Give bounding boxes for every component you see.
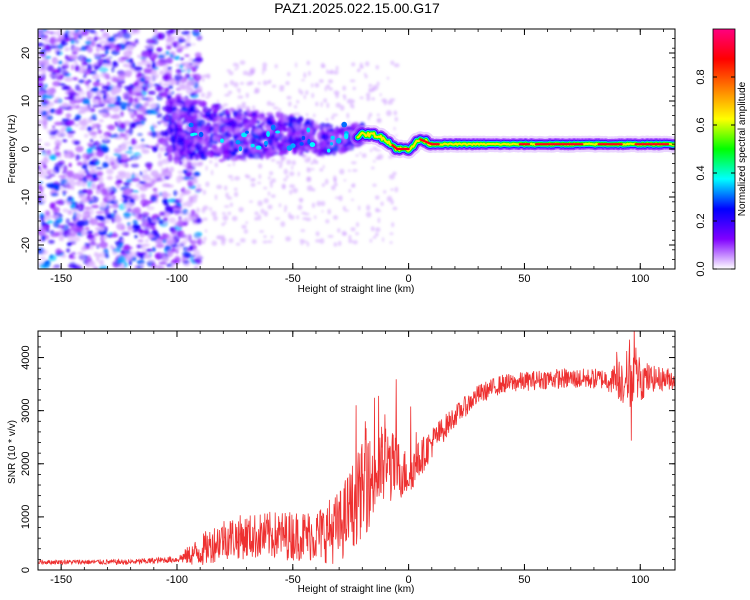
colorbar-tick-label: 0.2: [695, 213, 707, 228]
colorbar-gradient: [712, 28, 736, 270]
y-tick-label: -10: [20, 189, 32, 205]
y-tick-label: 20: [20, 47, 32, 59]
snr-marks: [38, 331, 675, 566]
snr-series-line: [38, 331, 675, 566]
main-title: PAZ1.2025.022.15.00.G17: [274, 0, 440, 16]
x-tick-label: -100: [166, 273, 188, 285]
colorbar-tick-label: 0.6: [695, 117, 707, 132]
x-tick-label: 100: [631, 574, 649, 586]
x-tick-label: -50: [285, 273, 301, 285]
y-tick-label: 1000: [20, 505, 32, 529]
y-tick-label: 0: [20, 567, 32, 573]
y-tick-label: 3000: [20, 398, 32, 422]
x-tick-label: -150: [50, 574, 72, 586]
spectrogram-marks: [38, 29, 675, 269]
x-tick-label: 100: [631, 273, 649, 285]
colorbar-tick-label: 0.0: [695, 261, 707, 276]
snr-frame: [37, 330, 676, 571]
colorbar-tick-label: 0.4: [695, 165, 707, 180]
x-tick-label: 50: [518, 574, 530, 586]
spectrogram-xlabel: Height of straight line (km): [298, 284, 415, 295]
y-tick-label: -20: [20, 237, 32, 253]
y-tick-label: 2000: [20, 452, 32, 476]
x-tick-label: -100: [166, 574, 188, 586]
x-tick-label: -50: [285, 574, 301, 586]
y-tick-label: 4000: [20, 345, 32, 369]
y-tick-label: 0: [20, 146, 32, 152]
y-tick-label: 10: [20, 95, 32, 107]
x-tick-label: -150: [50, 273, 72, 285]
colorbar: 0.0 0.2 0.4 0.6 0.8 Normalized spectral ampl…: [695, 28, 748, 277]
colorbar-label: Normalized spectral amplitude: [737, 81, 748, 216]
x-tick-label: 0: [406, 574, 412, 586]
colorbar-tick-label: 0.8: [695, 69, 707, 84]
snr-xlabel: Height of straight line (km): [298, 584, 415, 595]
spectrogram-ylabel: Frequency (Hz): [7, 115, 18, 184]
snr-ylabel: SNR (10 * v/v): [7, 420, 18, 484]
x-tick-label: 50: [518, 273, 530, 285]
x-tick-label: 0: [406, 273, 412, 285]
colorbar-ticks: 0.0 0.2 0.4 0.6 0.8: [695, 69, 735, 277]
